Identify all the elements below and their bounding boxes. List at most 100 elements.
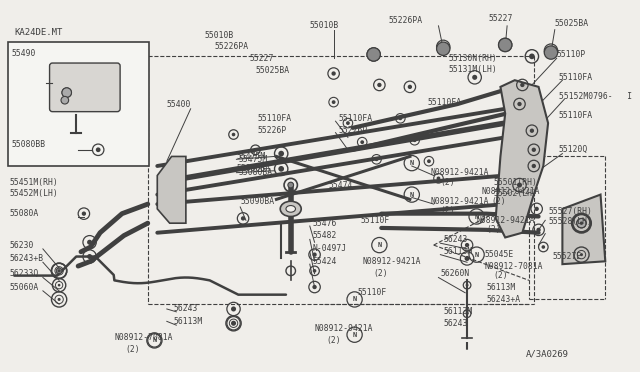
Text: 55152M0796-   I: 55152M0796- I: [559, 92, 632, 101]
Circle shape: [499, 38, 512, 52]
Circle shape: [580, 221, 583, 225]
Polygon shape: [495, 80, 548, 237]
Text: N08912-7081A: N08912-7081A: [484, 262, 543, 270]
Circle shape: [231, 307, 236, 311]
Text: 55490: 55490: [12, 49, 36, 58]
Text: N: N: [353, 332, 356, 338]
Text: 56243: 56243: [444, 235, 468, 244]
Circle shape: [231, 321, 236, 326]
Circle shape: [472, 75, 477, 80]
Text: 55527(RH)
55528(LH): 55527(RH) 55528(LH): [548, 207, 592, 226]
Circle shape: [529, 54, 535, 59]
Text: 55110FA: 55110FA: [559, 111, 593, 120]
Text: (2): (2): [440, 206, 455, 215]
Text: 55475M: 55475M: [236, 152, 266, 161]
Text: 55110FA: 55110FA: [339, 114, 372, 123]
Text: KA24DE.MT: KA24DE.MT: [14, 28, 63, 38]
Circle shape: [441, 44, 446, 49]
Text: N: N: [474, 214, 479, 219]
Text: (2): (2): [494, 271, 508, 280]
Text: N08912-7081A: N08912-7081A: [115, 333, 173, 342]
Circle shape: [346, 121, 350, 125]
Text: (2): (2): [326, 336, 340, 345]
Text: N08912-9421A: N08912-9421A: [431, 197, 490, 206]
Circle shape: [377, 83, 381, 87]
FancyBboxPatch shape: [49, 63, 120, 112]
Circle shape: [278, 151, 284, 157]
Circle shape: [536, 228, 541, 232]
Text: (2): (2): [440, 178, 455, 187]
Circle shape: [241, 216, 245, 221]
Text: 55080BB: 55080BB: [12, 140, 45, 149]
Circle shape: [465, 243, 469, 247]
Text: 55110P: 55110P: [557, 50, 586, 59]
Text: 55120Q: 55120Q: [559, 145, 588, 154]
Text: N: N: [474, 251, 479, 258]
Circle shape: [466, 312, 468, 315]
Text: 55010B: 55010B: [310, 21, 339, 31]
Text: N: N: [410, 160, 414, 166]
Text: 55476: 55476: [313, 219, 337, 228]
Text: (2): (2): [374, 269, 388, 278]
Text: 55080BA: 55080BA: [238, 168, 273, 177]
Text: 55226PA: 55226PA: [214, 42, 248, 51]
Circle shape: [534, 207, 539, 211]
Text: N-0497J: N-0497J: [313, 244, 347, 253]
Circle shape: [253, 148, 257, 151]
Text: N: N: [377, 242, 381, 248]
Circle shape: [58, 284, 60, 286]
Circle shape: [87, 254, 92, 259]
Text: 55501(RH)
55502(LH): 55501(RH) 55502(LH): [494, 178, 538, 198]
Circle shape: [332, 100, 335, 104]
Circle shape: [232, 133, 236, 136]
Circle shape: [58, 269, 61, 272]
Circle shape: [436, 42, 450, 55]
Text: A/3A0269: A/3A0269: [526, 349, 569, 358]
Circle shape: [532, 148, 536, 152]
Circle shape: [62, 88, 72, 97]
Circle shape: [532, 164, 536, 168]
Circle shape: [232, 322, 235, 325]
Circle shape: [399, 116, 403, 120]
Text: 56230: 56230: [10, 241, 34, 250]
Text: 55110F: 55110F: [360, 216, 390, 225]
Text: 56243+B: 56243+B: [10, 254, 44, 263]
Circle shape: [96, 147, 100, 152]
Circle shape: [502, 42, 508, 48]
Text: 56233Q: 56233Q: [10, 269, 39, 278]
Text: 55451M(RH)
55452M(LH): 55451M(RH) 55452M(LH): [10, 178, 58, 198]
Text: 56243+A: 56243+A: [486, 295, 520, 304]
Circle shape: [278, 166, 284, 172]
Text: N: N: [152, 337, 157, 343]
Circle shape: [436, 176, 440, 180]
Text: 55226PA: 55226PA: [389, 16, 423, 25]
Circle shape: [466, 284, 468, 286]
Circle shape: [61, 96, 68, 104]
Circle shape: [577, 218, 586, 228]
Circle shape: [408, 85, 412, 89]
Circle shape: [58, 298, 61, 301]
Text: 55527E: 55527E: [553, 252, 582, 261]
Text: 55424: 55424: [313, 257, 337, 266]
Circle shape: [413, 138, 417, 142]
Circle shape: [56, 268, 62, 274]
Circle shape: [367, 48, 380, 61]
Text: 55025BA: 55025BA: [555, 19, 589, 28]
Polygon shape: [157, 157, 186, 223]
Text: 55130N(RH)
55131M(LH): 55130N(RH) 55131M(LH): [448, 54, 497, 74]
Circle shape: [288, 182, 294, 188]
Circle shape: [427, 159, 431, 163]
Text: N08912-9421A: N08912-9421A: [477, 216, 535, 225]
Circle shape: [313, 269, 316, 273]
Text: N08912-9421A: N08912-9421A: [362, 257, 420, 266]
Circle shape: [465, 256, 470, 261]
Text: N08912-9421A: N08912-9421A: [431, 168, 490, 177]
Ellipse shape: [286, 206, 296, 212]
Text: 55226P: 55226P: [257, 126, 287, 135]
Text: 56113M: 56113M: [173, 317, 203, 326]
Circle shape: [544, 46, 557, 59]
Text: 55474: 55474: [329, 180, 353, 190]
Circle shape: [374, 157, 378, 161]
Text: N: N: [410, 192, 414, 198]
Text: 55025BA: 55025BA: [255, 66, 289, 75]
